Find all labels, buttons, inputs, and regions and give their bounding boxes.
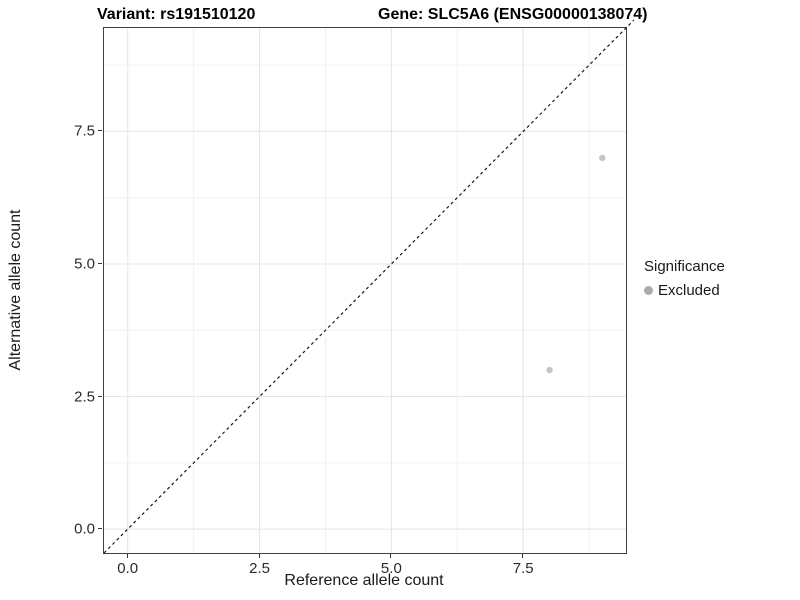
scatter-plot-canvas xyxy=(103,19,635,554)
x-tick-mark xyxy=(390,554,392,558)
y-tick-label: 7.5 xyxy=(74,122,95,140)
data-point xyxy=(546,366,553,374)
x-tick-mark xyxy=(258,554,260,558)
y-tick-label: 0.0 xyxy=(74,520,95,538)
legend-title: Significance xyxy=(644,258,725,275)
legend-item-excluded: Excluded xyxy=(644,282,725,299)
y-tick-mark xyxy=(98,395,102,397)
x-axis-title: Reference allele count xyxy=(284,572,444,589)
x-tick-label: 0.0 xyxy=(117,560,139,577)
x-tick-mark xyxy=(522,554,524,558)
x-tick-mark xyxy=(126,554,128,558)
x-tick-label: 5.0 xyxy=(380,560,402,577)
y-tick-mark xyxy=(98,262,102,264)
legend-item-label: Excluded xyxy=(658,282,720,299)
y-axis-title: Alternative allele count xyxy=(7,209,24,371)
legend-key-dot-icon xyxy=(644,286,653,295)
y-tick-mark xyxy=(98,528,102,530)
y-tick-label: 5.0 xyxy=(74,255,95,273)
x-tick-label: 2.5 xyxy=(249,560,270,577)
y-tick-label: 2.5 xyxy=(74,388,95,406)
legend: Significance Excluded xyxy=(644,258,725,299)
plot-title-variant: Variant: rs191510120 xyxy=(97,6,256,23)
identity-dashed-line xyxy=(103,19,635,554)
plot-panel xyxy=(103,19,635,554)
x-tick-label: 7.5 xyxy=(512,560,534,577)
y-tick-mark xyxy=(98,130,102,132)
data-point xyxy=(599,154,606,162)
plot-title-gene: Gene: SLC5A6 (ENSG00000138074) xyxy=(378,6,648,23)
